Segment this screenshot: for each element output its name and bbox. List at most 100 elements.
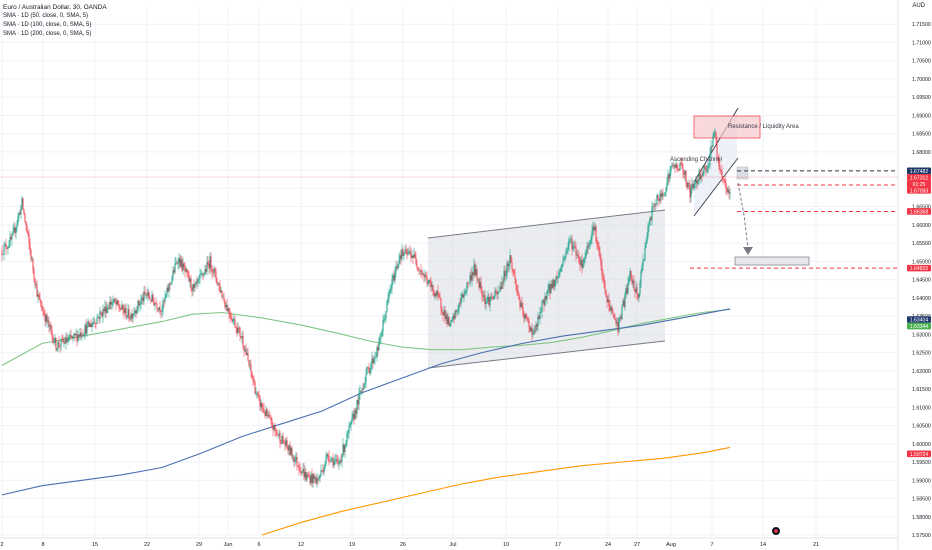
candle-body (211, 267, 213, 273)
candle-body (454, 310, 456, 319)
candle-body (385, 311, 387, 319)
candle-body (709, 153, 711, 166)
candle-body (606, 296, 608, 303)
candle-body (383, 319, 385, 321)
candle-body (586, 246, 588, 254)
candle-body (617, 322, 619, 332)
candle-body (589, 242, 591, 245)
candle-body (87, 321, 89, 325)
candle-body (260, 402, 262, 408)
time-axis[interactable]: 2 8 15 22 29 Jun 6 12 19 26 Jul 10 17 24 27 Aug 7 14 21 (0, 537, 898, 548)
candle-body (300, 470, 302, 474)
candle-body (697, 180, 699, 184)
candle-body (92, 322, 94, 325)
candle-body (153, 300, 155, 306)
candle-body (505, 274, 507, 277)
price-label: 01:25 (913, 182, 926, 188)
candle-body (219, 285, 221, 293)
candle-body (529, 327, 531, 332)
candle-body (384, 318, 386, 320)
candle-body (327, 454, 329, 457)
candle-body (408, 251, 410, 253)
candle-body (155, 303, 157, 305)
candle-body (666, 182, 668, 189)
candle-body (293, 456, 295, 462)
candle-body (618, 318, 620, 332)
candle-body (278, 433, 280, 436)
candle-body (269, 417, 271, 419)
candle-body (90, 323, 92, 328)
indicator-sma100[interactable]: SMA · 1D (100, close, 0, SMA, 5) (3, 22, 92, 28)
candle-body (431, 285, 433, 287)
candle-body (444, 309, 446, 320)
candle-body (382, 320, 384, 332)
candle-body (443, 309, 445, 316)
candle-body (371, 358, 373, 365)
candle-body (16, 223, 18, 228)
candle-body (448, 317, 450, 327)
candle-body (365, 374, 367, 383)
candle-body (205, 269, 207, 272)
candle-body (304, 472, 306, 478)
candle-body (34, 278, 36, 286)
candle-body (387, 298, 389, 302)
candle-body (241, 336, 243, 338)
candle-body (692, 183, 694, 189)
candle-body (324, 464, 326, 469)
candle-body (236, 327, 238, 334)
y-tick-label: 1.66000 (912, 223, 931, 229)
candle-body (678, 169, 680, 171)
candle-body (118, 304, 120, 308)
candle-body (104, 306, 106, 312)
indicator-sma50[interactable]: SMA · 1D (50, close, 0, SMA, 5) (3, 13, 89, 19)
candle-body (50, 325, 52, 331)
candle-body (501, 282, 503, 290)
candle-body (315, 477, 317, 484)
candle-body (108, 307, 110, 309)
price-label: 1.67093 (910, 188, 929, 194)
candle-body (35, 284, 37, 286)
candle-body (103, 309, 105, 312)
candle-body (717, 156, 719, 159)
candle-body (641, 266, 643, 272)
candle-body (79, 332, 81, 337)
price-label-bg (907, 174, 931, 181)
candle-body (199, 274, 201, 279)
candle-body (160, 311, 162, 313)
candle-body (475, 269, 477, 276)
candle-body (228, 308, 230, 314)
candle-body (83, 334, 85, 336)
indicator-sma200[interactable]: SMA · 1D (200, close, 0, SMA, 5) (3, 31, 92, 37)
candle-body (472, 272, 474, 276)
candle-body (28, 234, 30, 244)
candle-body (579, 263, 581, 266)
candle-body (343, 444, 345, 453)
candle-body (420, 269, 422, 273)
candle-body (10, 236, 12, 240)
candle-body (232, 319, 234, 322)
candle-body (5, 244, 7, 249)
price-axis[interactable]: 1.71500 1.71000 1.70500 1.70000 1.69500 1.690… (897, 0, 932, 550)
x-tick-label: 27 (634, 542, 640, 548)
candle-body (474, 264, 476, 276)
price-label: 1.63344 (910, 324, 929, 330)
candle-body (486, 301, 488, 303)
candle-body (461, 294, 463, 298)
candle-body (59, 345, 61, 347)
price-label-bg (907, 316, 931, 323)
candle-body (135, 310, 137, 314)
y-tick-label: 1.60000 (912, 442, 931, 448)
candle-body (233, 319, 235, 320)
candle-body (29, 243, 31, 251)
candle-body (510, 255, 512, 263)
x-tick-label: 26 (400, 542, 406, 548)
y-tick-label: 1.65500 (912, 241, 931, 247)
candle-body (284, 443, 286, 446)
candle-body (271, 419, 273, 427)
price-axis-bg (898, 0, 932, 550)
candle-body (68, 337, 70, 341)
candle-body (416, 264, 418, 268)
candle-body (487, 297, 489, 302)
symbol-title[interactable]: Euro / Australian Dollar, 30, OANDA (3, 4, 107, 11)
